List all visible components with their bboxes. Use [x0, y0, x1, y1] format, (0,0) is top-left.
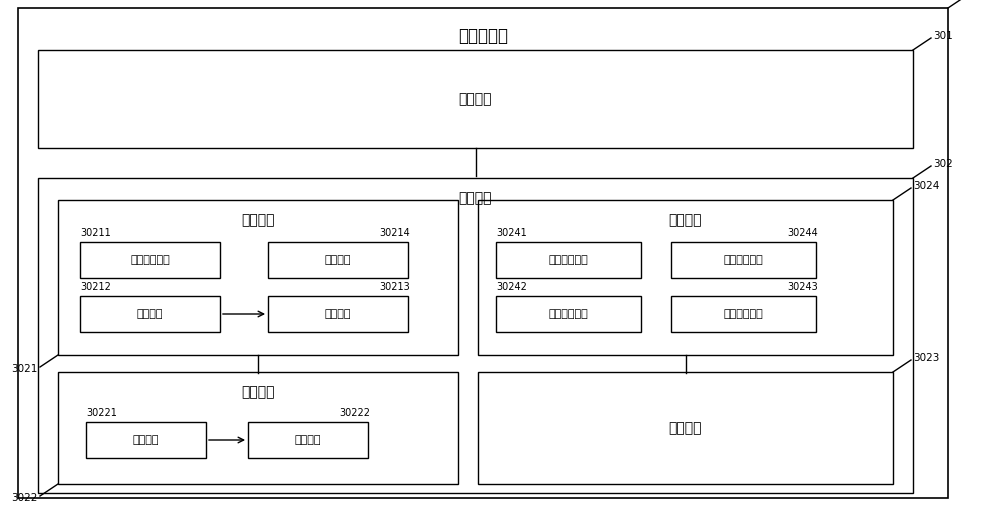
- Text: 深度相机: 深度相机: [459, 92, 492, 106]
- Bar: [268, 242, 408, 278]
- Text: 30241: 30241: [496, 228, 527, 238]
- Bar: [268, 296, 408, 332]
- Text: 30211: 30211: [80, 228, 111, 238]
- Text: 30213: 30213: [379, 282, 410, 292]
- Text: 构建单元: 构建单元: [137, 309, 163, 319]
- Text: 第五确定单元: 第五确定单元: [724, 255, 763, 265]
- Text: 30214: 30214: [379, 228, 410, 238]
- Text: 30221: 30221: [86, 408, 117, 418]
- Text: 第四确定单元: 第四确定单元: [724, 309, 763, 319]
- Text: 302: 302: [933, 159, 953, 169]
- Text: 规划模块: 规划模块: [669, 213, 702, 227]
- Text: 3024: 3024: [913, 181, 939, 191]
- Text: 融合模块: 融合模块: [669, 421, 702, 435]
- Text: 控制单元: 控制单元: [325, 309, 351, 319]
- Text: 30242: 30242: [496, 282, 527, 292]
- Text: 识别模块: 识别模块: [241, 385, 275, 399]
- Text: 3023: 3023: [913, 353, 939, 363]
- Bar: [58, 200, 458, 355]
- Text: 识别单元: 识别单元: [295, 435, 321, 445]
- Bar: [58, 372, 458, 484]
- Bar: [671, 242, 816, 278]
- Bar: [478, 372, 893, 484]
- Text: 3021: 3021: [12, 364, 38, 374]
- Text: 30243: 30243: [787, 282, 818, 292]
- Text: 301: 301: [933, 31, 953, 41]
- Bar: [671, 296, 816, 332]
- Text: 30222: 30222: [339, 408, 370, 418]
- Text: 第一确定单元: 第一确定单元: [130, 255, 170, 265]
- Bar: [248, 422, 368, 458]
- Bar: [478, 200, 893, 355]
- Bar: [80, 296, 220, 332]
- Text: 扫地机器人: 扫地机器人: [458, 27, 508, 45]
- Text: 第三确定单元: 第三确定单元: [549, 309, 588, 319]
- Bar: [86, 422, 206, 458]
- Text: 分割单元: 分割单元: [133, 435, 159, 445]
- Text: 3022: 3022: [12, 493, 38, 503]
- Text: 30244: 30244: [787, 228, 818, 238]
- Bar: [496, 242, 641, 278]
- Bar: [38, 50, 913, 148]
- Text: 30212: 30212: [80, 282, 111, 292]
- Bar: [496, 296, 641, 332]
- Bar: [80, 242, 220, 278]
- Text: 第二确定单元: 第二确定单元: [549, 255, 588, 265]
- Text: 循环单元: 循环单元: [325, 255, 351, 265]
- Bar: [38, 178, 913, 493]
- Text: 构建装置: 构建装置: [459, 191, 492, 205]
- Text: 构建模块: 构建模块: [241, 213, 275, 227]
